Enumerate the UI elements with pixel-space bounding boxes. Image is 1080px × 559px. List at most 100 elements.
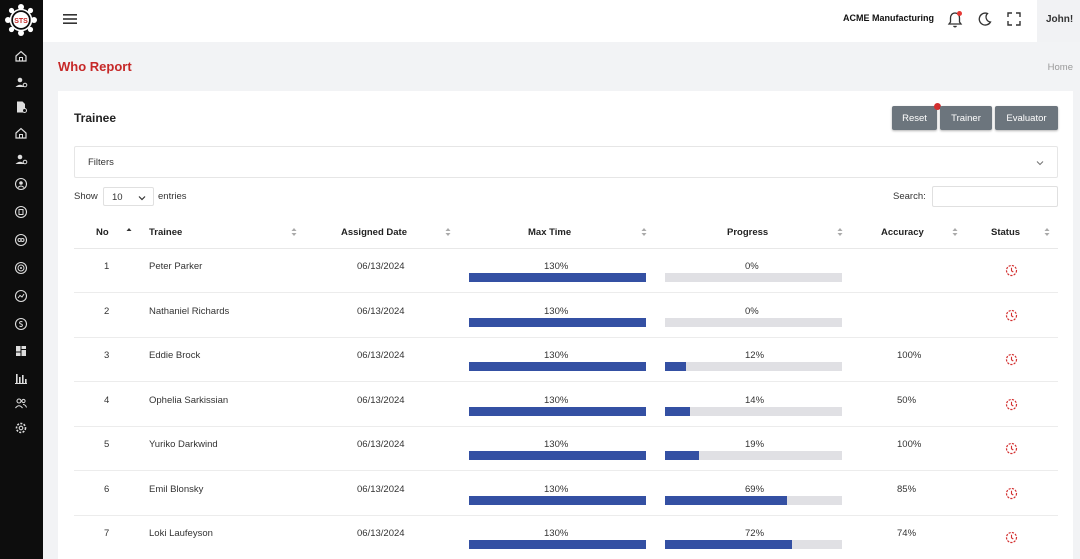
max-time-bar [469, 273, 646, 282]
table-row[interactable]: 4 Ophelia Sarkissian 06/13/2024 130% 14% 50% [74, 383, 1058, 427]
pending-clock-icon[interactable] [1005, 353, 1018, 366]
table-row[interactable]: 2 Nathaniel Richards 06/13/2024 130% 0% [74, 294, 1058, 338]
progress-value: 69% [745, 483, 765, 495]
pending-clock-icon[interactable] [1005, 264, 1018, 277]
pending-clock-icon[interactable] [1005, 442, 1018, 455]
sort-icon[interactable] [952, 227, 958, 237]
column-header-no[interactable]: No [96, 227, 109, 238]
progress-bar [665, 317, 842, 327]
sort-icon[interactable] [1044, 227, 1050, 237]
pending-clock-icon[interactable] [1005, 531, 1018, 544]
pending-clock-icon[interactable] [1005, 398, 1018, 411]
user-menu[interactable]: John! [1037, 0, 1080, 42]
column-header-progress[interactable]: Progress [727, 227, 769, 238]
sort-icon[interactable] [837, 227, 843, 237]
sidebar: STS [0, 0, 43, 559]
max-time-bar [469, 495, 646, 505]
bar-chart-icon[interactable] [12, 369, 30, 387]
column-header-trainee[interactable]: Trainee [149, 227, 183, 238]
filters-accordion[interactable]: Filters [74, 146, 1058, 178]
user-circle-icon[interactable] [12, 175, 30, 193]
row-number: 2 [104, 305, 110, 317]
dollar-circle-icon[interactable] [12, 315, 30, 333]
row-number: 5 [104, 439, 110, 450]
sort-icon[interactable] [641, 227, 647, 237]
max-time-bar-fill [469, 317, 646, 327]
document-circle-icon[interactable] [12, 203, 30, 221]
report-card: Trainee Reset Trainer Evaluator Filters … [58, 91, 1073, 559]
table-row[interactable]: 7 Loki Laufeyson 06/13/2024 130% 72% 74% [74, 516, 1058, 559]
progress-bar [665, 362, 842, 371]
filters-label: Filters [88, 157, 114, 168]
max-time-value: 130% [544, 261, 569, 272]
entries-select-value: 10 [112, 192, 123, 203]
max-time-bar [469, 317, 646, 327]
sort-icon[interactable] [445, 227, 451, 237]
max-time-bar-fill [469, 540, 646, 549]
progress-bar [665, 406, 842, 416]
max-time-bar-fill [469, 273, 646, 282]
home-icon[interactable] [12, 124, 30, 142]
max-time-bar-fill [469, 406, 646, 416]
fullscreen-icon[interactable] [1007, 12, 1021, 26]
table-header-divider [74, 248, 1058, 249]
topbar: ACME Manufacturing John! [43, 0, 1080, 42]
column-header-status[interactable]: Status [991, 227, 1021, 238]
table-row[interactable]: 5 Yuriko Darkwind 06/13/2024 130% 19% 100% [74, 427, 1058, 471]
column-header-accuracy[interactable]: Accuracy [881, 227, 924, 238]
assigned-date: 06/13/2024 [357, 483, 405, 495]
column-header-max-time[interactable]: Max Time [528, 227, 572, 238]
sort-icon[interactable] [291, 227, 297, 237]
accuracy-value: 74% [897, 528, 917, 539]
max-time-value: 130% [544, 483, 569, 495]
settings-icon[interactable] [12, 419, 30, 437]
table-row[interactable]: 6 Emil Blonsky 06/13/2024 130% 69% 85% [74, 472, 1058, 516]
users-icon[interactable] [12, 394, 30, 412]
assigned-date: 06/13/2024 [357, 350, 405, 361]
max-time-bar-fill [469, 362, 646, 371]
progress-bar-fill [665, 451, 699, 460]
reset-button[interactable]: Reset [892, 106, 937, 130]
entries-select[interactable]: 10 [103, 187, 154, 206]
breadcrumb-home[interactable]: Home [1047, 62, 1073, 73]
reset-indicator-dot [934, 103, 941, 110]
trainer-button[interactable]: Trainer [940, 106, 992, 130]
progress-bar [665, 273, 842, 282]
table-row[interactable]: 3 Eddie Brock 06/13/2024 130% 12% 100% [74, 338, 1058, 382]
pending-clock-icon[interactable] [1005, 309, 1018, 322]
progress-bar [665, 451, 842, 460]
progress-value: 72% [745, 528, 765, 539]
progress-value: 0% [745, 261, 759, 272]
home-icon[interactable] [12, 47, 30, 65]
sort-asc-icon[interactable] [126, 227, 132, 237]
dark-mode-moon-icon[interactable] [977, 11, 993, 27]
chart-circle-icon[interactable] [12, 287, 30, 305]
trainee-name: Eddie Brock [149, 350, 201, 361]
table-row[interactable]: 1 Peter Parker 06/13/2024 130% 0% [74, 249, 1058, 293]
search-label: Search: [893, 191, 926, 202]
max-time-bar [469, 540, 646, 549]
pending-clock-icon[interactable] [1005, 487, 1018, 500]
user-name: John! [1046, 14, 1074, 25]
row-number: 1 [104, 261, 110, 272]
hamburger-menu-icon[interactable] [63, 12, 77, 26]
user-gear-icon[interactable] [12, 150, 30, 168]
link-circle-icon[interactable] [12, 231, 30, 249]
assigned-date: 06/13/2024 [357, 528, 405, 539]
column-header-assigned-date[interactable]: Assigned Date [341, 227, 407, 238]
progress-value: 0% [745, 305, 759, 317]
dashboard-icon[interactable] [12, 342, 30, 360]
user-gear-icon[interactable] [12, 73, 30, 91]
trainee-name: Nathaniel Richards [149, 305, 230, 317]
document-gear-icon[interactable] [12, 98, 30, 116]
chevron-down-icon [138, 196, 146, 201]
max-time-bar-fill [469, 495, 646, 505]
search-input[interactable] [932, 186, 1058, 207]
trainee-name: Loki Laufeyson [149, 528, 213, 539]
evaluator-button[interactable]: Evaluator [995, 106, 1058, 130]
max-time-value: 130% [544, 305, 569, 317]
max-time-value: 130% [544, 394, 569, 406]
sts-logo[interactable]: STS [4, 4, 38, 36]
target-circle-icon[interactable] [12, 259, 30, 277]
max-time-value: 130% [544, 439, 569, 450]
